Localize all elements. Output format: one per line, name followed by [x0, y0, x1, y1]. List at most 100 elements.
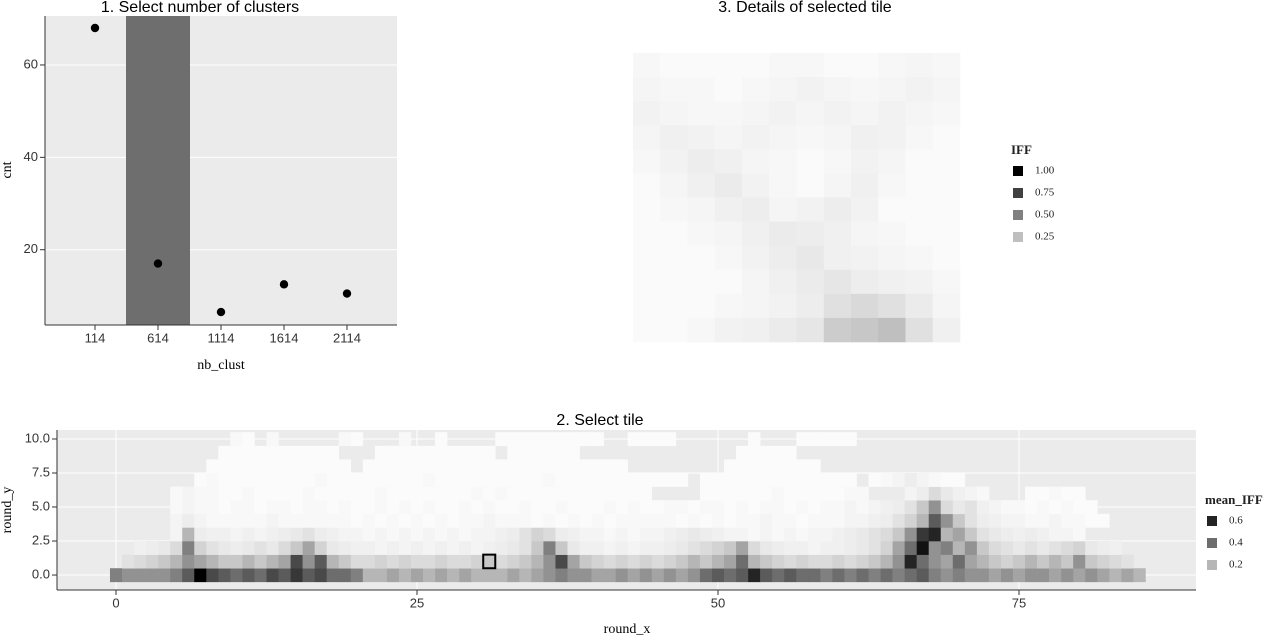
tile[interactable] — [362, 500, 376, 515]
tile[interactable] — [206, 472, 219, 487]
tile[interactable] — [1073, 554, 1086, 569]
tile[interactable] — [278, 541, 291, 555]
tile[interactable] — [615, 486, 629, 501]
tile[interactable] — [736, 541, 749, 555]
tile[interactable] — [350, 513, 364, 528]
tile[interactable] — [832, 541, 845, 555]
tile[interactable] — [459, 527, 472, 542]
tile[interactable] — [507, 513, 520, 528]
tile[interactable] — [543, 432, 556, 447]
tile[interactable] — [916, 527, 930, 542]
tile[interactable] — [435, 432, 448, 447]
tile[interactable] — [1012, 541, 1026, 555]
tile[interactable] — [880, 472, 893, 487]
tile[interactable] — [531, 527, 544, 542]
tile[interactable] — [158, 541, 171, 555]
tile[interactable] — [1049, 568, 1062, 583]
tile[interactable] — [579, 568, 592, 583]
tile[interactable] — [976, 500, 990, 515]
tile[interactable] — [1061, 527, 1074, 542]
tile[interactable] — [314, 445, 327, 460]
tile[interactable] — [856, 500, 869, 515]
tile[interactable] — [916, 541, 930, 555]
tile[interactable] — [603, 513, 616, 528]
tile[interactable] — [531, 432, 544, 447]
tile[interactable] — [760, 568, 773, 583]
tile[interactable] — [868, 541, 881, 555]
tile[interactable] — [591, 500, 604, 515]
tile[interactable] — [507, 432, 520, 447]
tile[interactable] — [940, 500, 954, 515]
tile[interactable] — [471, 554, 484, 569]
tile[interactable] — [1133, 568, 1146, 583]
tile[interactable] — [784, 513, 797, 528]
tile[interactable] — [302, 486, 315, 501]
x-tick-label[interactable]: 1614 — [270, 330, 299, 345]
tile[interactable] — [591, 432, 604, 447]
tile[interactable] — [796, 513, 809, 528]
tile[interactable] — [1037, 541, 1050, 555]
tile[interactable] — [194, 486, 207, 501]
tile[interactable] — [651, 554, 665, 569]
tile[interactable] — [964, 541, 978, 555]
tile[interactable] — [314, 500, 327, 515]
tile[interactable] — [302, 500, 315, 515]
tile[interactable] — [1109, 568, 1122, 583]
tile[interactable] — [435, 445, 448, 460]
tile[interactable] — [495, 527, 508, 542]
tile[interactable] — [736, 527, 749, 542]
tile[interactable] — [615, 541, 629, 555]
tile[interactable] — [760, 500, 773, 515]
tile[interactable] — [1000, 500, 1014, 515]
tile[interactable] — [362, 472, 376, 487]
tile[interactable] — [531, 459, 544, 474]
tile[interactable] — [820, 568, 833, 583]
tile[interactable] — [808, 513, 821, 528]
tile[interactable] — [808, 500, 821, 515]
tile[interactable] — [507, 527, 520, 542]
tile[interactable] — [880, 500, 893, 515]
tile[interactable] — [808, 486, 821, 501]
tile[interactable] — [471, 568, 484, 583]
tile[interactable] — [266, 459, 279, 474]
tile[interactable] — [290, 568, 303, 583]
tile[interactable] — [603, 541, 616, 555]
tile[interactable] — [555, 513, 568, 528]
point[interactable] — [342, 289, 352, 298]
tile[interactable] — [398, 513, 412, 528]
tile[interactable] — [290, 486, 303, 501]
tile[interactable] — [724, 554, 737, 569]
tile[interactable] — [772, 500, 785, 515]
tile[interactable] — [627, 568, 641, 583]
tile[interactable] — [675, 554, 689, 569]
tile[interactable] — [290, 445, 303, 460]
tile[interactable] — [724, 527, 737, 542]
tile[interactable] — [374, 472, 388, 487]
tile[interactable] — [1012, 554, 1026, 569]
tile[interactable] — [964, 554, 978, 569]
tile[interactable] — [447, 445, 460, 460]
tile[interactable] — [724, 500, 737, 515]
tile[interactable] — [386, 527, 400, 542]
tile[interactable] — [531, 513, 544, 528]
tile[interactable] — [603, 486, 616, 501]
tile[interactable] — [964, 486, 978, 501]
tile[interactable] — [122, 568, 135, 583]
tile[interactable] — [254, 486, 267, 501]
tile[interactable] — [772, 554, 785, 569]
tile[interactable] — [639, 486, 653, 501]
tile[interactable] — [435, 472, 448, 487]
tile[interactable] — [784, 486, 797, 501]
tile[interactable] — [423, 554, 436, 569]
tile[interactable] — [964, 500, 978, 515]
tile[interactable] — [278, 459, 291, 474]
tile[interactable] — [651, 568, 665, 583]
tile[interactable] — [459, 568, 472, 583]
tile[interactable] — [1109, 554, 1122, 569]
tile[interactable] — [892, 527, 905, 542]
tile[interactable] — [386, 500, 400, 515]
tile[interactable] — [748, 554, 761, 569]
tile[interactable] — [507, 445, 520, 460]
tile[interactable] — [206, 500, 219, 515]
tile[interactable] — [266, 500, 279, 515]
